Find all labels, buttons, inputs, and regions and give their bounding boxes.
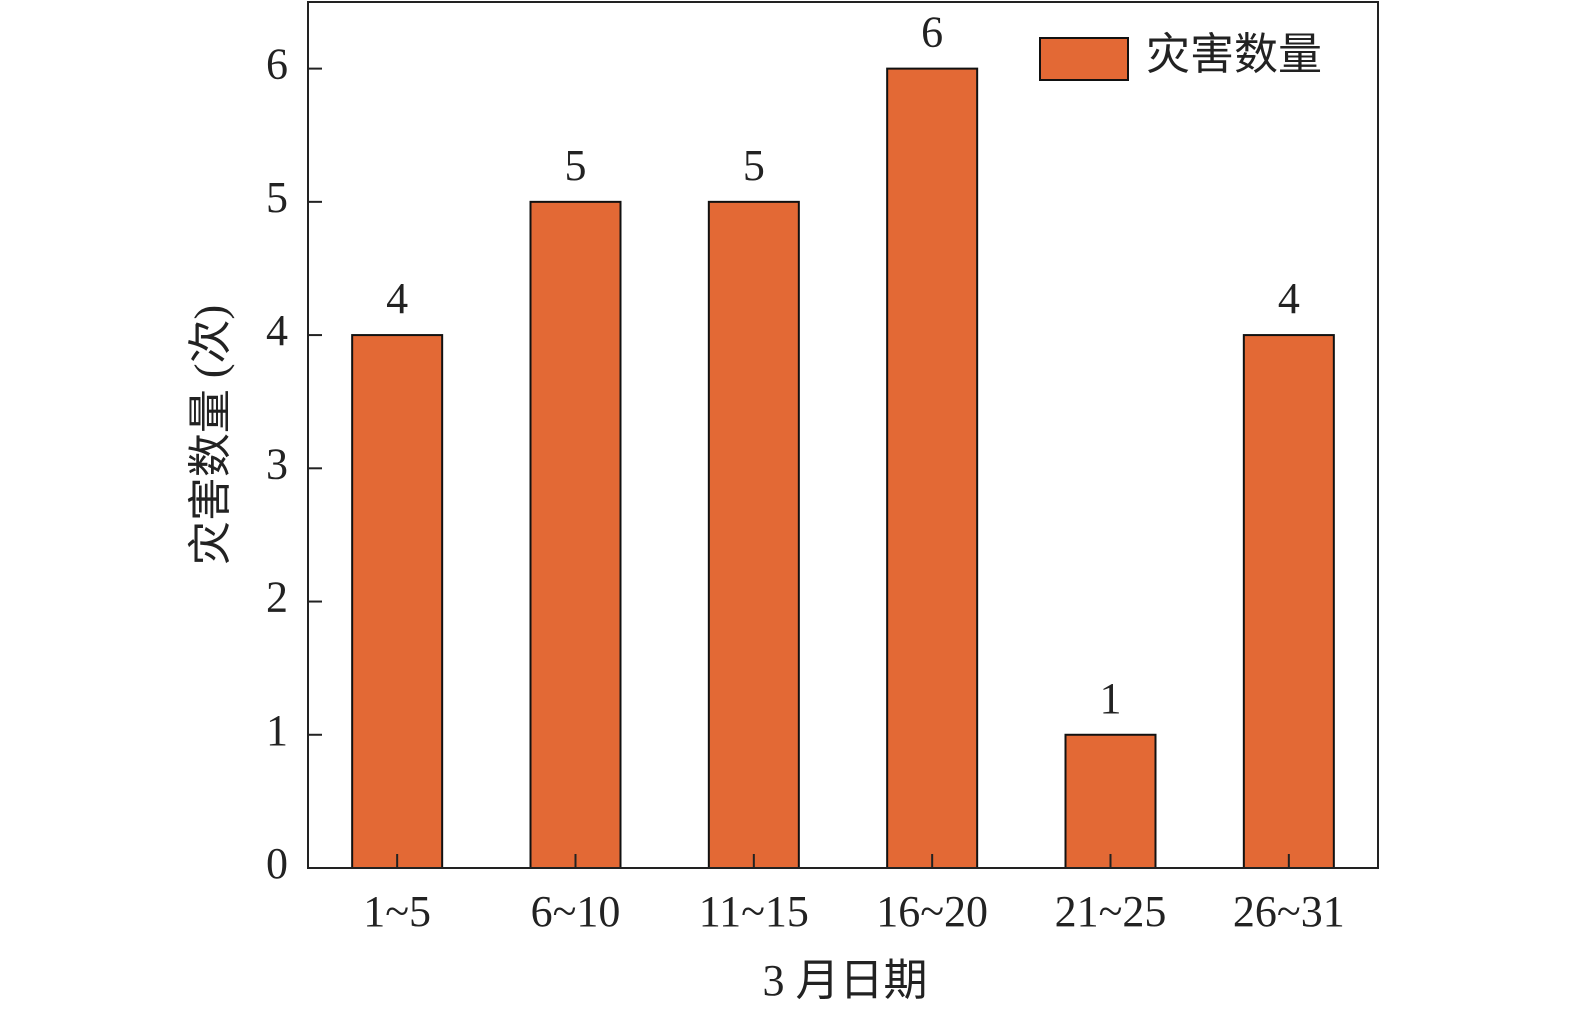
x-tick-label: 16~20: [876, 887, 988, 936]
bar: [1064, 733, 1157, 869]
bar: [1242, 334, 1335, 870]
bar: [351, 334, 444, 870]
y-tick-label: 3: [266, 439, 288, 488]
plot-frame: [307, 1, 1379, 869]
x-tick-label: 21~25: [1055, 887, 1167, 936]
data-label: 1: [1100, 674, 1122, 723]
legend-swatch: [1039, 37, 1129, 81]
y-tick-label: 1: [266, 706, 288, 755]
data-label: 4: [386, 274, 408, 323]
y-tick-label: 4: [266, 306, 288, 355]
data-label: 4: [1278, 274, 1300, 323]
x-tick-label: 26~31: [1233, 887, 1345, 936]
x-tick-label: 11~15: [699, 887, 809, 936]
y-tick-label: 5: [266, 173, 288, 222]
y-tick-label: 0: [266, 839, 288, 888]
bar: [707, 200, 800, 870]
legend-label: 灾害数量: [1146, 30, 1322, 79]
y-tick-label: 6: [266, 40, 288, 89]
y-tick-label: 2: [266, 573, 288, 622]
x-tick-label: 1~5: [363, 887, 431, 936]
y-axis-label: 灾害数量 (次): [186, 305, 235, 565]
x-axis-label: 3 月日期: [763, 956, 928, 1005]
data-label: 5: [743, 141, 765, 190]
bar: [529, 200, 622, 870]
data-label: 5: [565, 141, 587, 190]
data-label: 6: [921, 8, 943, 57]
bar: [886, 67, 979, 870]
x-tick-label: 6~10: [531, 887, 621, 936]
